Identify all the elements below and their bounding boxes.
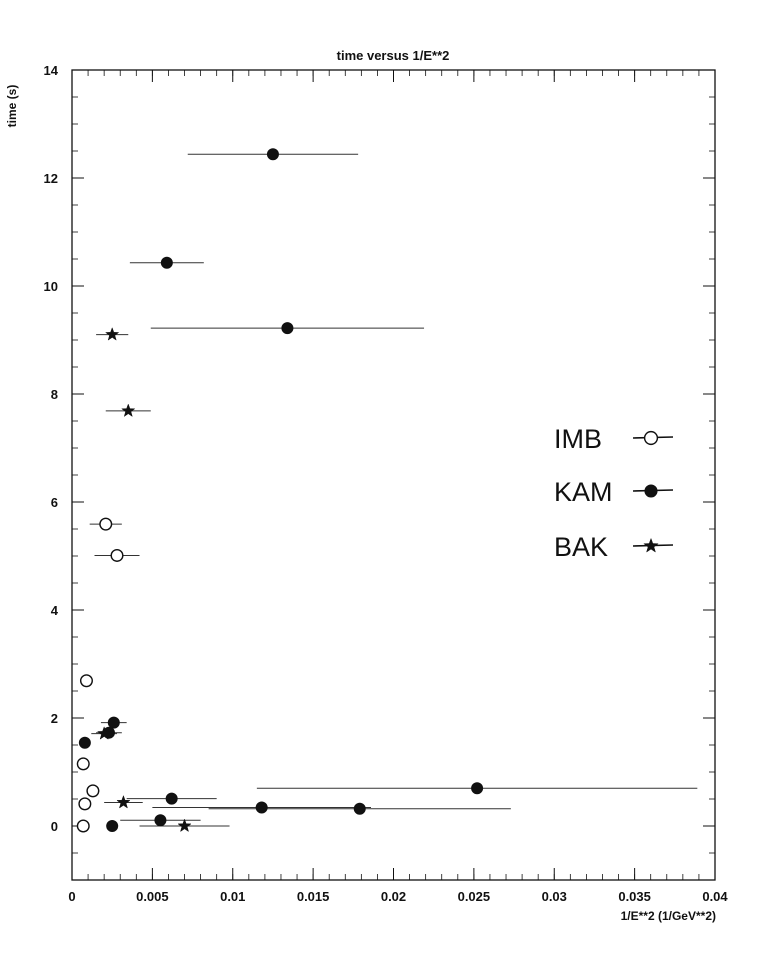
imb-point [110, 548, 124, 562]
plot-frame [71, 69, 716, 881]
kam-point [160, 256, 173, 269]
x-tick-label: 0.015 [297, 889, 330, 904]
y-tick-label: 12 [44, 171, 58, 186]
imb-legend-label: IMB [554, 424, 602, 454]
kam-point [107, 716, 120, 729]
y-tick-label: 6 [51, 495, 58, 510]
y-tick-label: 2 [51, 711, 58, 726]
x-tick-label: 0 [68, 889, 75, 904]
y-axis-title: time (s) [5, 85, 19, 128]
x-tick-label: 0.035 [618, 889, 651, 904]
x-tick-label: 0.03 [542, 889, 567, 904]
chart-title: time versus 1/E**2 [337, 48, 450, 63]
x-tick-label: 0.04 [702, 889, 728, 904]
bak-legend-marker [643, 537, 659, 553]
bak-point [121, 403, 136, 417]
imb-point [76, 819, 90, 833]
imb-legend-marker [643, 430, 659, 446]
x-tick-label: 0.005 [136, 889, 169, 904]
imb-point [86, 784, 100, 798]
kam-legend-label: KAM [554, 477, 613, 507]
kam-point [471, 782, 484, 795]
imb-point [99, 517, 113, 531]
x-tick-label: 0.025 [458, 889, 491, 904]
kam-point [266, 148, 279, 161]
legend: IMB KAM BAK [554, 424, 674, 562]
y-tick-label: 8 [51, 387, 58, 402]
bak-point [177, 818, 192, 833]
y-tick-label: 4 [51, 603, 59, 618]
bak-legend-label: BAK [554, 532, 608, 562]
kam-point [353, 802, 366, 815]
imb-point [78, 797, 92, 811]
bak-point [116, 794, 131, 809]
y-tick-label: 0 [51, 819, 58, 834]
kam-point [106, 820, 119, 832]
imb-point [76, 757, 90, 771]
kam-point [281, 322, 294, 335]
imb-point [79, 674, 93, 688]
data-markers [76, 148, 484, 833]
axis-ticks: 0 0.005 0.01 0.015 0.02 0.025 0.03 0.035 0.04 0 2 4… [44, 63, 729, 904]
y-tick-label: 10 [44, 279, 58, 294]
kam-point [78, 736, 91, 749]
bak-point [105, 327, 120, 341]
kam-point [165, 792, 178, 805]
x-tick-label: 0.01 [220, 889, 245, 904]
y-tick-label: 14 [44, 63, 59, 78]
kam-point [255, 801, 268, 814]
bak-point [96, 726, 112, 740]
x-axis-title: 1/E**2 (1/GeV**2) [621, 909, 716, 923]
x-tick-label: 0.02 [381, 889, 406, 904]
kam-legend-marker [644, 484, 658, 498]
kam-point [154, 814, 167, 827]
